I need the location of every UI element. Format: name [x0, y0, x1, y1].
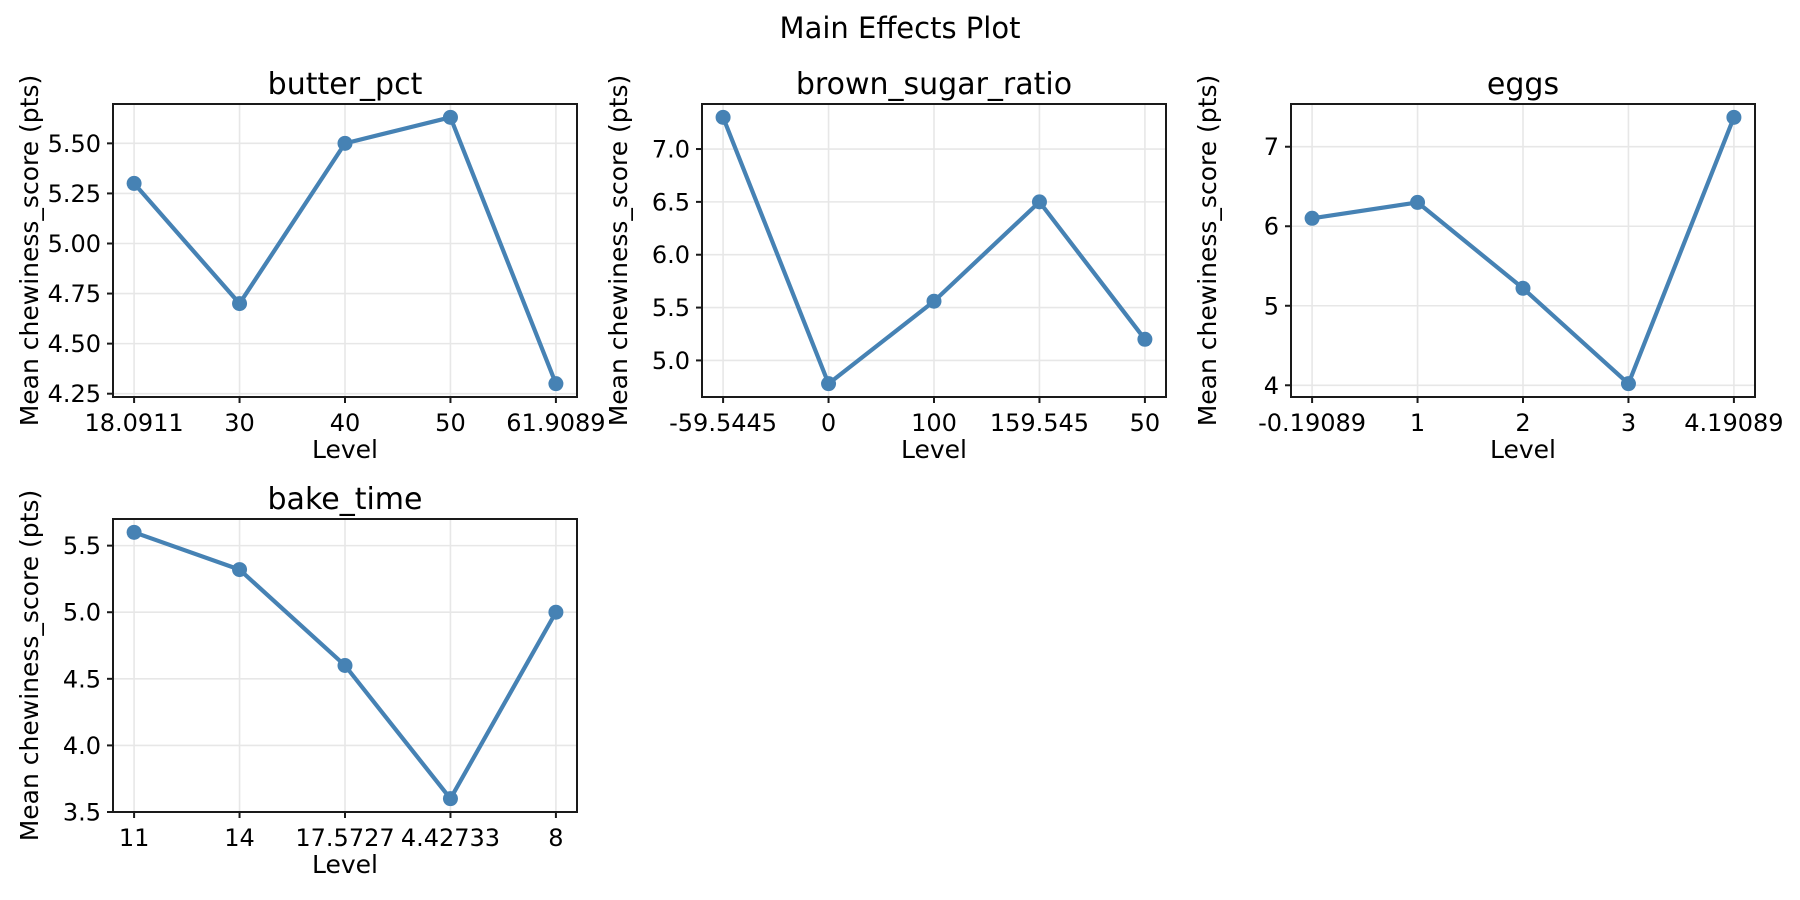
x-tick-label: 40	[330, 409, 361, 437]
y-tick-label: 6	[1264, 213, 1279, 241]
x-tick-label: 18.0911	[84, 409, 183, 437]
y-tick-label: 5.0	[63, 599, 101, 627]
x-tick-label: 50	[435, 409, 466, 437]
y-tick-label: 7	[1264, 133, 1279, 161]
subplot-brown_sugar_ratio: 5.0 5.5 6.0 6.5 7.0 -59.5445 0 100 159.545 50 Leve…	[604, 67, 1167, 464]
y-axis-label: Mean chewiness_score (pts)	[604, 75, 633, 427]
x-tick-label: 4.42733	[401, 824, 500, 852]
subplot-title: butter_pct	[268, 67, 423, 102]
x-tick-label: 61.9089	[506, 409, 605, 437]
x-tick-label: 1	[1410, 409, 1425, 437]
data-point	[232, 296, 248, 312]
x-tick-label: 30	[224, 409, 255, 437]
data-point	[1137, 331, 1153, 347]
y-tick-label: 6.0	[652, 241, 690, 269]
y-tick-label: 4.0	[63, 732, 101, 760]
x-tick-label: 100	[911, 409, 957, 437]
y-tick-label: 4.25	[48, 380, 101, 408]
data-point	[821, 376, 837, 392]
figure-title: Main Effects Plot	[779, 11, 1021, 45]
y-tick-label: 4	[1264, 372, 1279, 400]
x-tick-label: 4.19089	[1684, 409, 1783, 437]
data-point	[126, 524, 142, 540]
y-tick-label: 5.50	[48, 130, 101, 158]
y-axis-label: Mean chewiness_score (pts)	[1193, 75, 1222, 427]
y-axis-label: Mean chewiness_score (pts)	[15, 75, 44, 427]
y-tick-label: 5.25	[48, 180, 101, 208]
x-tick-label: 2	[1515, 409, 1530, 437]
subplot-title: brown_sugar_ratio	[796, 67, 1072, 102]
subplot-bake_time: 3.5 4.0 4.5 5.0 5.5 11 14 17.5727 4.42733 8 Level M…	[15, 482, 578, 879]
data-point	[548, 376, 564, 392]
x-tick-label: 0	[821, 409, 836, 437]
data-point	[442, 109, 458, 125]
x-tick-label: 17.5727	[295, 824, 394, 852]
x-tick-label: 3	[1621, 409, 1636, 437]
data-point	[232, 562, 248, 578]
y-tick-label: 6.5	[652, 188, 690, 216]
data-point	[1410, 194, 1426, 210]
y-tick-label: 5.00	[48, 230, 101, 258]
data-point	[1304, 210, 1320, 226]
data-point	[442, 791, 458, 807]
data-point	[1031, 194, 1047, 210]
x-axis-label: Level	[312, 435, 378, 464]
subplot-eggs: 4 5 6 7 -0.19089 1 2 3 4.19089 Level Mean chewines…	[1193, 67, 1784, 464]
data-point	[1620, 376, 1636, 392]
subplot-title: eggs	[1487, 67, 1559, 102]
subplot-title: bake_time	[268, 482, 423, 517]
y-tick-label: 5.0	[652, 347, 690, 375]
data-point	[548, 604, 564, 620]
y-axis-label: Mean chewiness_score (pts)	[15, 490, 44, 842]
x-tick-label: 159.545	[990, 409, 1089, 437]
y-tick-label: 7.0	[652, 136, 690, 164]
y-tick-label: 3.5	[63, 799, 101, 827]
x-tick-label: 8	[548, 824, 563, 852]
x-tick-label: 50	[1130, 409, 1161, 437]
y-tick-label: 5.5	[63, 532, 101, 560]
y-tick-label: 4.5	[63, 665, 101, 693]
x-tick-label: -0.19089	[1258, 409, 1366, 437]
data-point	[1726, 109, 1742, 125]
data-point	[126, 175, 142, 191]
x-axis-label: Level	[1490, 435, 1556, 464]
x-tick-label: 11	[119, 824, 150, 852]
x-axis-label: Level	[901, 435, 967, 464]
y-tick-label: 4.75	[48, 280, 101, 308]
y-tick-label: 5	[1264, 292, 1279, 320]
data-point	[337, 658, 353, 673]
data-point	[1515, 280, 1531, 296]
x-tick-label: -59.5445	[669, 409, 777, 437]
data-point	[715, 109, 731, 125]
data-point	[337, 135, 353, 151]
data-point	[926, 293, 942, 309]
x-tick-label: 14	[224, 824, 255, 852]
x-axis-label: Level	[312, 850, 378, 879]
subplot-butter_pct: 4.25 4.50 4.75 5.00 5.25 5.50 18.0911 30 40 50 61.…	[15, 67, 606, 464]
y-tick-label: 5.5	[652, 294, 690, 322]
y-tick-label: 4.50	[48, 330, 101, 358]
